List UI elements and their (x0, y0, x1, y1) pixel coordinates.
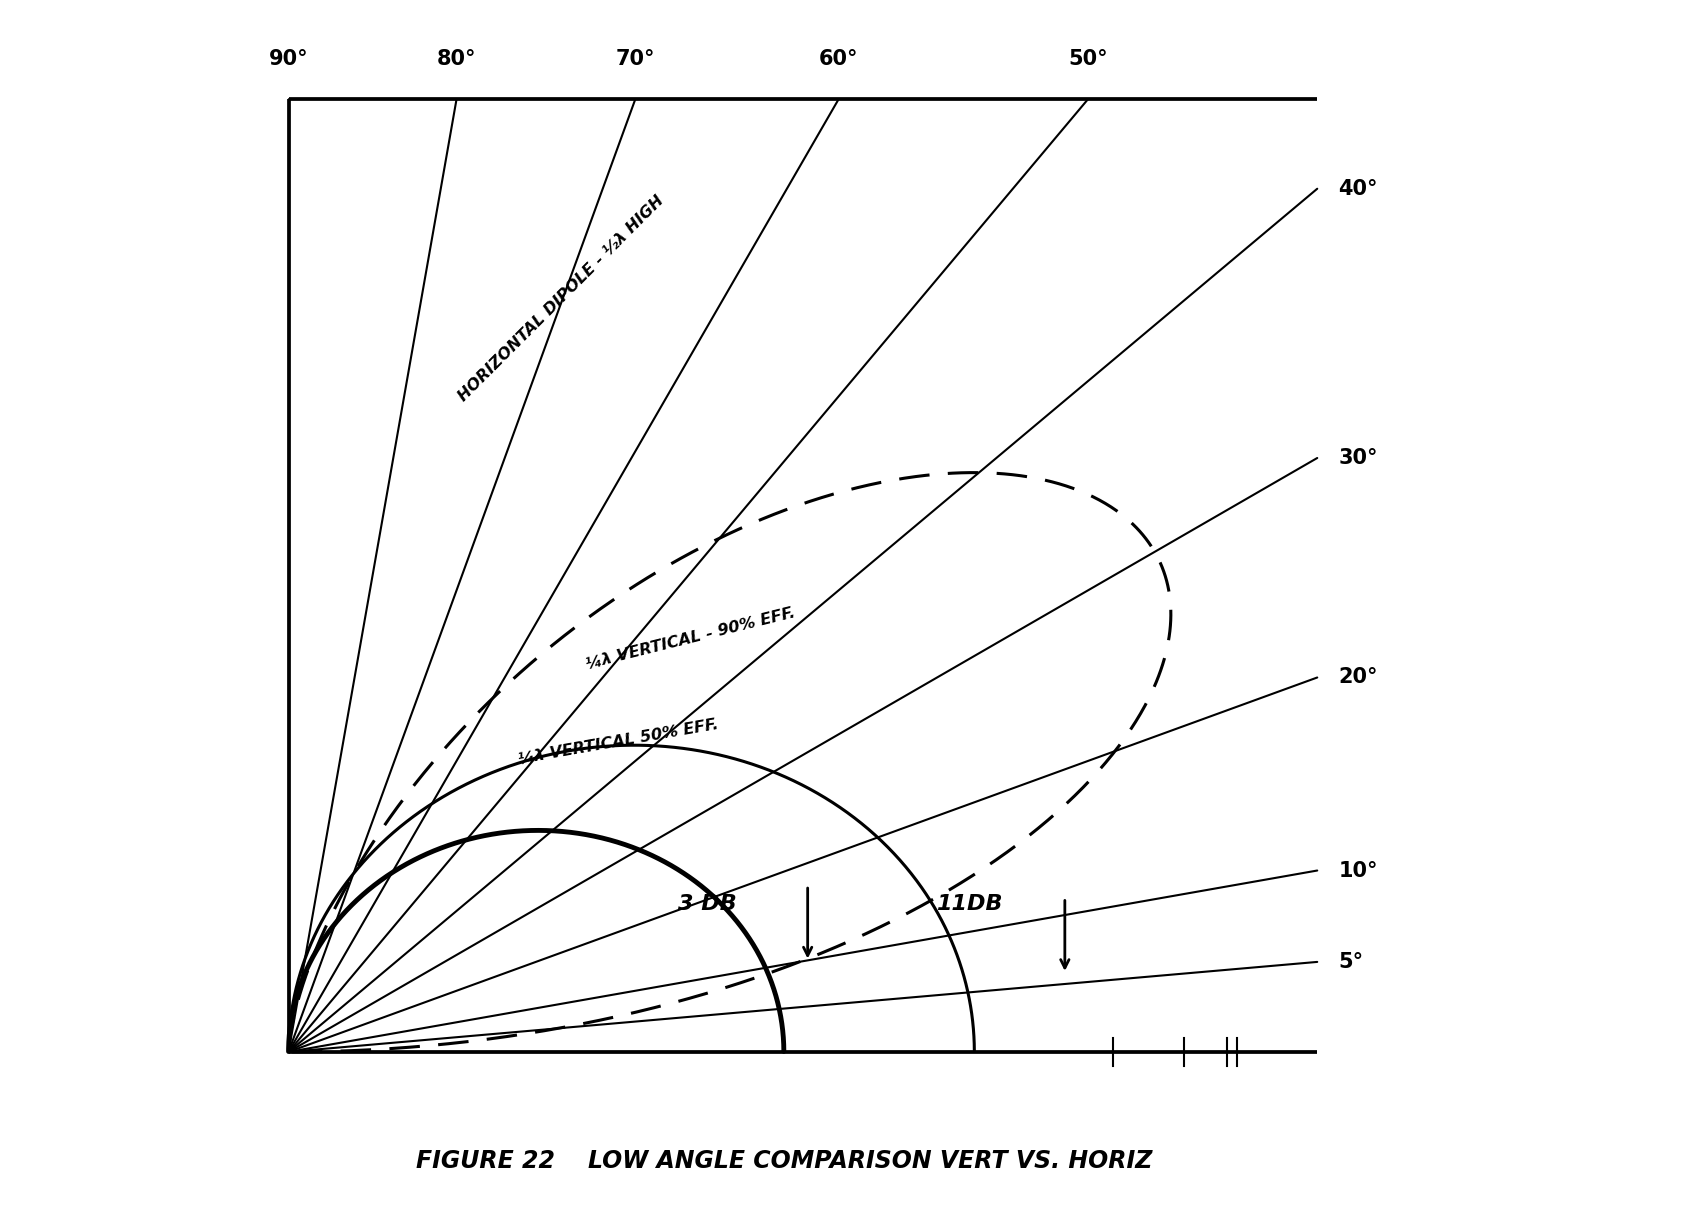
Text: 20°: 20° (1339, 667, 1378, 687)
Text: 90°: 90° (269, 49, 308, 69)
Text: 40°: 40° (1339, 179, 1378, 199)
Text: FIGURE 22    LOW ANGLE COMPARISON VERT VS. HORIZ: FIGURE 22 LOW ANGLE COMPARISON VERT VS. … (415, 1150, 1152, 1173)
Text: 50°: 50° (1068, 49, 1108, 69)
Text: 70°: 70° (616, 49, 654, 69)
Text: 30°: 30° (1339, 448, 1378, 468)
Text: ¼λ VERTICAL - 90% EFF.: ¼λ VERTICAL - 90% EFF. (584, 604, 797, 671)
Text: 10°: 10° (1339, 861, 1378, 881)
Text: 60°: 60° (819, 49, 858, 69)
Text: ¼λ VERTICAL 50% EFF.: ¼λ VERTICAL 50% EFF. (516, 716, 720, 766)
Text: 80°: 80° (437, 49, 476, 69)
Text: 5°: 5° (1339, 952, 1364, 972)
Text: HORIZONTAL DIPOLE - ½λ HIGH: HORIZONTAL DIPOLE - ½λ HIGH (456, 192, 666, 404)
Text: 3 DB: 3 DB (678, 894, 737, 915)
Text: 11DB: 11DB (937, 894, 1002, 915)
